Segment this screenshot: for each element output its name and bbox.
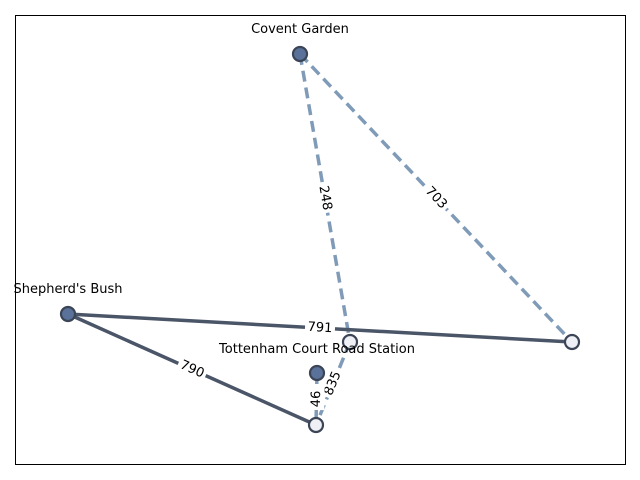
node-covent	[291, 45, 309, 63]
node-n_mid	[341, 333, 359, 351]
edge-label-background	[419, 181, 453, 215]
edge-label: 46	[309, 391, 324, 408]
edge-label: 791	[307, 320, 333, 336]
edge-label-group-790: 790	[175, 356, 209, 383]
edge-label-group-248: 248	[314, 181, 336, 215]
edge-label-background	[308, 387, 325, 411]
node-label-shepherd: Shepherd's Bush	[14, 282, 123, 297]
node-n_bottom	[307, 416, 325, 434]
edge-covent-n_right	[298, 52, 574, 344]
node-label-tottenham: Tottenham Court Road Station	[218, 342, 415, 357]
edge-label: 248	[315, 184, 334, 211]
node-label-covent: Covent Garden	[251, 22, 349, 37]
edge-label-background	[314, 181, 336, 215]
node-shepherd	[59, 305, 77, 323]
edge-label-background	[304, 319, 336, 337]
plot-frame	[15, 15, 626, 465]
node-tottenham	[308, 364, 326, 382]
edge-label-background	[319, 366, 347, 401]
edge-label-background	[175, 356, 209, 383]
nodes-layer	[59, 45, 581, 434]
node-n_right	[563, 333, 581, 351]
edge-label-group-791: 791	[304, 319, 336, 337]
edge-label-group-46: 46	[308, 387, 325, 411]
